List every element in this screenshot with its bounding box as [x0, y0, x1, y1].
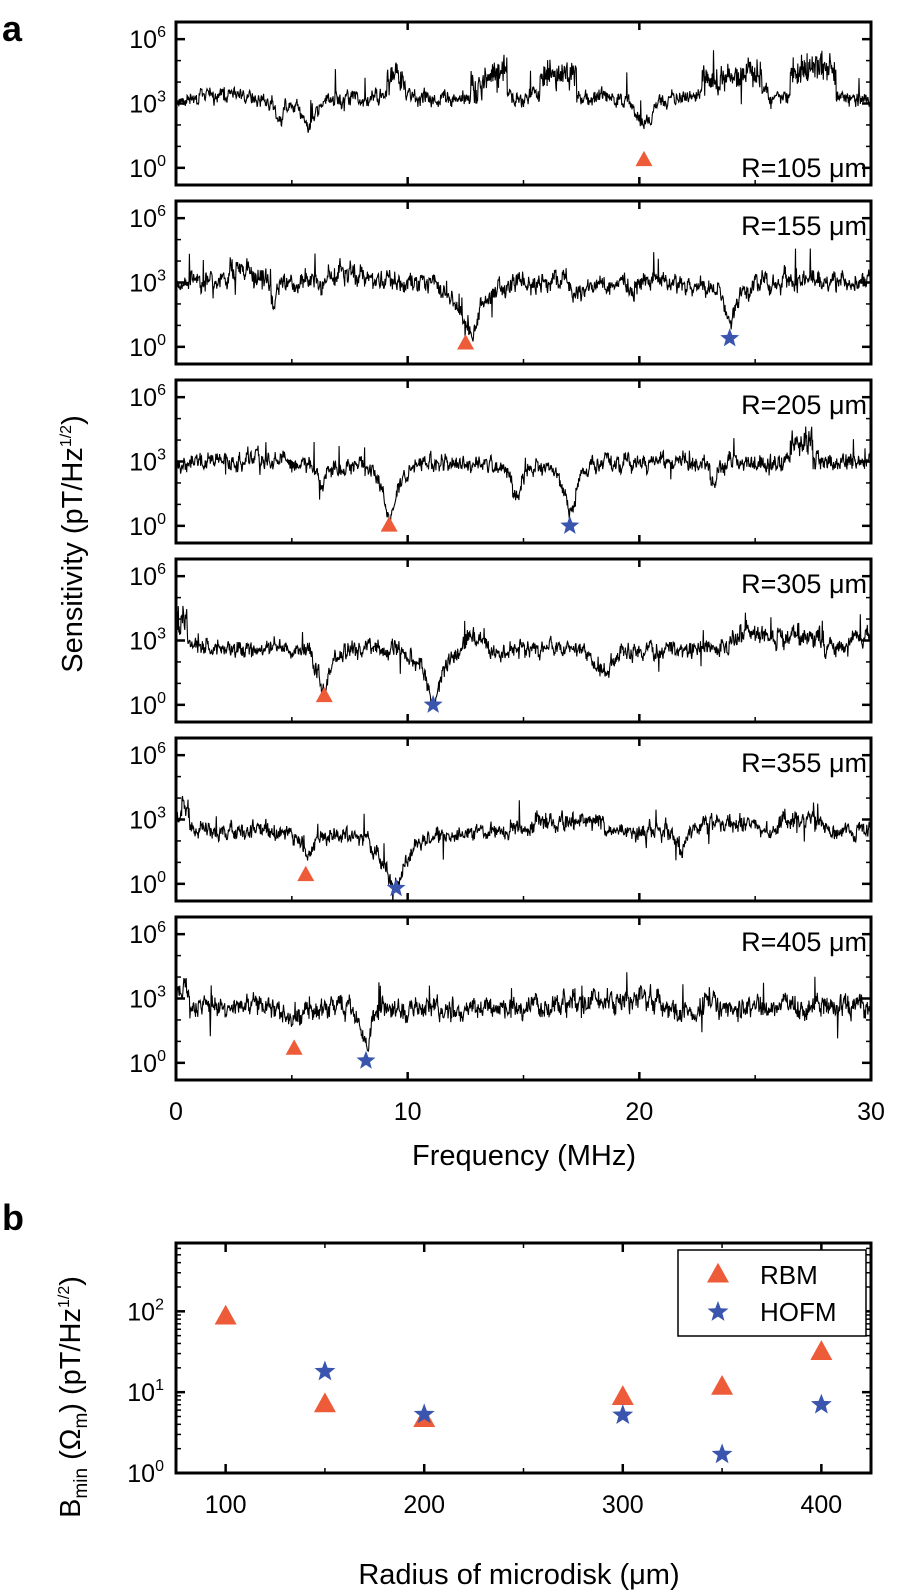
- y-tick-label: 100: [129, 511, 166, 541]
- rbm-marker: [297, 865, 315, 882]
- legend-rbm-marker: [707, 1262, 729, 1283]
- spectrum-trace: [176, 50, 871, 133]
- y-tick-label: 100: [129, 153, 166, 183]
- rbm-point: [810, 1340, 833, 1360]
- radius-label: R=105 μm: [741, 153, 867, 183]
- y-tick-label: 100: [129, 332, 166, 362]
- spectrum-trace: [176, 248, 871, 342]
- spectrum-trace: [176, 972, 871, 1053]
- y-tick-label: 106: [129, 740, 166, 770]
- spectrum-trace: [176, 605, 871, 707]
- x-tick-label: 300: [602, 1491, 644, 1519]
- x-tick-label: 10: [394, 1098, 422, 1126]
- y-tick-label: 103: [129, 447, 166, 477]
- hofm-point: [612, 1404, 634, 1424]
- rbm-marker: [380, 516, 398, 532]
- y-tick-label: 100: [129, 869, 166, 899]
- y-tick-label: 103: [129, 805, 166, 835]
- y-tick-label: 103: [129, 268, 166, 298]
- spectrum-subplot: 100 103 106 R=355 μm: [129, 736, 873, 903]
- hofm-point: [413, 1403, 435, 1424]
- panel-a-y-axis-label: Sensitivity (pT/Hz1/2): [57, 415, 89, 673]
- y-tick-label: 106: [129, 24, 166, 54]
- y-tick-label: 103: [129, 984, 166, 1014]
- hofm-marker: [356, 1050, 376, 1069]
- panel-b-letter: b: [2, 1197, 24, 1238]
- rbm-marker: [457, 334, 475, 350]
- x-tick-label: 30: [857, 1098, 885, 1126]
- radius-label: R=355 μm: [741, 748, 867, 778]
- spectrum-trace: [176, 426, 871, 526]
- rbm-point: [214, 1304, 237, 1325]
- hofm-point: [314, 1360, 336, 1381]
- rbm-marker: [315, 686, 333, 703]
- spectrum-trace: [176, 795, 871, 901]
- rbm-marker: [635, 150, 653, 167]
- rbm-marker: [285, 1039, 303, 1055]
- x-tick-label: 100: [205, 1491, 247, 1519]
- radius-label: R=305 μm: [741, 569, 867, 599]
- spectrum-subplot: 100 103 106 0 10 20 30 R=405 μm: [129, 915, 885, 1126]
- radius-label: R=405 μm: [741, 927, 867, 957]
- spectrum-subplot: 100 103 106 R=105 μm: [129, 20, 873, 187]
- legend-hofm-marker: [707, 1301, 729, 1321]
- panel-a-letter: a: [2, 8, 23, 49]
- panel-b-y-axis-label: Bmin (Ωm) (pT/Hz1/2): [55, 1276, 92, 1518]
- legend-rbm-label: RBM: [760, 1260, 818, 1290]
- radius-label: R=205 μm: [741, 390, 867, 420]
- legend-hofm-label: HOFM: [760, 1297, 837, 1327]
- hofm-marker: [720, 328, 740, 347]
- x-tick-label: 20: [625, 1098, 653, 1126]
- hofm-point: [810, 1393, 832, 1414]
- y-tick-label: 100: [127, 1458, 164, 1488]
- y-tick-label: 102: [127, 1296, 164, 1326]
- panel-b-scatter: 100 101 102 100 200 300 400 RBM HOFM: [127, 1241, 873, 1519]
- y-tick-label: 101: [127, 1377, 164, 1407]
- legend: RBM HOFM: [677, 1249, 867, 1337]
- rbm-point: [711, 1374, 734, 1395]
- hofm-marker: [386, 878, 406, 897]
- hofm-marker: [423, 694, 443, 713]
- panel-a-x-axis-label: Frequency (MHz): [412, 1140, 636, 1172]
- hofm-marker: [560, 515, 580, 534]
- spectrum-subplot: 100 103 106 R=305 μm: [129, 557, 873, 724]
- rbm-point: [313, 1392, 336, 1413]
- y-tick-label: 106: [129, 382, 166, 412]
- spectrum-subplot: 100 103 106 R=205 μm: [129, 378, 873, 545]
- radius-label: R=155 μm: [741, 211, 867, 241]
- y-tick-label: 106: [129, 919, 166, 949]
- panel-b-x-axis-label: Radius of microdisk (μm): [358, 1559, 679, 1591]
- spectrum-subplot: 100 103 106 R=155 μm: [129, 199, 873, 366]
- rbm-point: [611, 1385, 634, 1405]
- x-tick-label: 0: [169, 1098, 183, 1126]
- hofm-point: [711, 1443, 733, 1464]
- y-tick-label: 103: [129, 626, 166, 656]
- y-tick-label: 100: [129, 1048, 166, 1078]
- y-tick-label: 106: [129, 561, 166, 591]
- y-tick-label: 106: [129, 203, 166, 233]
- x-tick-label: 200: [403, 1491, 445, 1519]
- x-tick-label: 400: [800, 1491, 842, 1519]
- y-tick-label: 100: [129, 690, 166, 720]
- y-tick-label: 103: [129, 89, 166, 119]
- legend-box: [677, 1249, 867, 1337]
